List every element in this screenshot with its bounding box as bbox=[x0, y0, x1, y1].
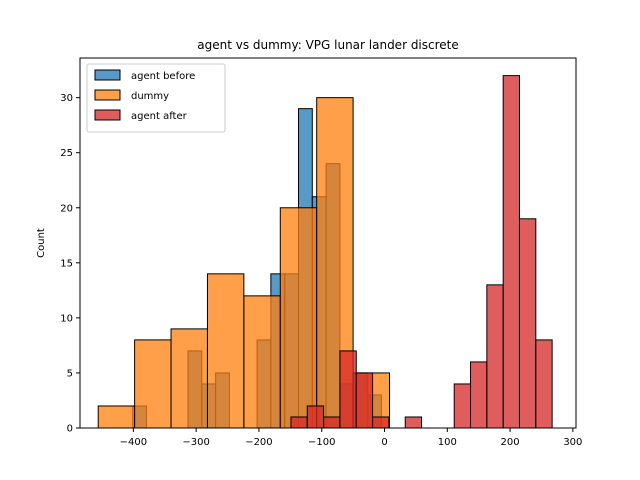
histogram-bar bbox=[404, 416, 423, 429]
legend-label: agent before bbox=[131, 71, 195, 82]
y-tick-label: 0 bbox=[67, 424, 73, 435]
histogram-bar bbox=[134, 339, 172, 429]
axes-frame bbox=[79, 57, 577, 429]
series-agent-after bbox=[290, 75, 553, 429]
y-tick-label: 10 bbox=[60, 313, 73, 324]
legend-swatch bbox=[94, 89, 121, 101]
histogram-bar bbox=[306, 405, 325, 429]
histogram-bar bbox=[290, 416, 308, 429]
histogram-bar bbox=[170, 328, 208, 429]
histogram-bar bbox=[518, 218, 537, 429]
legend-label: dummy bbox=[131, 91, 169, 102]
x-tick-label: 100 bbox=[438, 437, 457, 448]
legend-box bbox=[86, 63, 226, 133]
chart-title: agent vs dummy: VPG lunar lander discret… bbox=[197, 38, 459, 52]
y-axis-label: Count bbox=[36, 228, 47, 258]
histogram-bar bbox=[206, 273, 245, 429]
y-tick-label: 25 bbox=[60, 148, 73, 159]
histogram-bar bbox=[470, 361, 488, 429]
histogram-bar bbox=[486, 284, 504, 429]
histogram-bar bbox=[243, 295, 281, 429]
histogram-bar bbox=[453, 383, 472, 429]
histogram-bar bbox=[355, 372, 374, 429]
x-tick-label: 0 bbox=[381, 437, 387, 448]
y-tick-label: 30 bbox=[60, 93, 73, 104]
x-axis: −400 −300 −200 −100 0 100 200 300 bbox=[120, 428, 582, 448]
histogram-bar bbox=[97, 405, 136, 429]
y-tick-label: 15 bbox=[60, 258, 73, 269]
x-tick-label: −100 bbox=[308, 437, 335, 448]
histogram-bar bbox=[279, 207, 318, 429]
y-tick-label: 20 bbox=[60, 203, 73, 214]
histogram-bar bbox=[372, 416, 390, 429]
legend-swatch bbox=[94, 69, 121, 81]
y-axis: 0 5 10 15 20 25 30 bbox=[60, 93, 80, 435]
x-tick-label: −200 bbox=[245, 437, 272, 448]
legend-label: agent after bbox=[131, 111, 188, 122]
series-dummy bbox=[97, 97, 391, 429]
x-tick-label: 300 bbox=[563, 437, 582, 448]
legend-swatch bbox=[94, 109, 121, 121]
x-tick-label: 200 bbox=[501, 437, 520, 448]
histogram-bar bbox=[339, 350, 357, 429]
legend: agent before dummy agent after bbox=[86, 63, 226, 133]
histogram-bar bbox=[535, 339, 553, 429]
y-tick-label: 5 bbox=[67, 368, 73, 379]
histogram-bar bbox=[323, 416, 341, 429]
bars-layer bbox=[97, 75, 553, 429]
x-tick-label: −300 bbox=[182, 437, 209, 448]
histogram-bar bbox=[502, 75, 520, 429]
x-tick-label: −400 bbox=[120, 437, 147, 448]
